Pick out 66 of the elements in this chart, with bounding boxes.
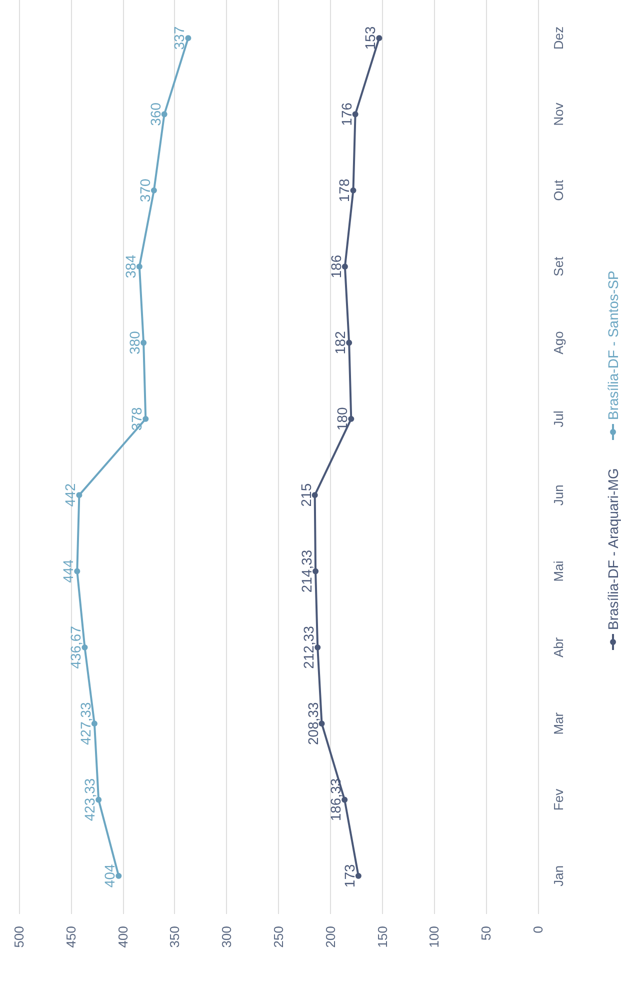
point (312, 492, 318, 498)
point (350, 187, 356, 194)
y-tick-label: Jul (551, 410, 566, 428)
y-tick-label: Set (551, 256, 566, 276)
data-label: 360 (147, 102, 164, 126)
data-label: 378 (128, 407, 145, 431)
point (142, 416, 149, 422)
x-tick-label: 0 (530, 926, 546, 934)
data-label: 380 (126, 330, 143, 354)
data-label: 173 (341, 864, 358, 888)
x-tick-label: 250 (271, 926, 286, 948)
data-label: 423,33 (82, 778, 98, 822)
data-label: 215 (298, 483, 314, 507)
point (76, 492, 82, 498)
y-tick-label: Ago (551, 331, 566, 354)
data-label: 153 (362, 26, 378, 50)
data-label: 178 (336, 178, 352, 202)
x-tick-label: 350 (167, 926, 182, 948)
text: Brasília-DF - Santos-SP (605, 270, 621, 420)
data-label: 214,33 (298, 550, 315, 593)
data-label: 370 (136, 178, 153, 202)
data-label: 182 (332, 330, 348, 354)
point (161, 111, 168, 118)
point (185, 35, 192, 42)
x-tick-label: 450 (63, 926, 78, 948)
point (74, 568, 80, 574)
x-tick-label: 400 (115, 926, 130, 948)
point (150, 187, 157, 194)
point (346, 340, 352, 346)
y-tick-label: Mar (551, 712, 566, 735)
point (140, 340, 147, 346)
x-tick-label: 300 (219, 926, 234, 948)
x-tick-label: 200 (322, 926, 338, 948)
y-tick-label: Dez (551, 26, 566, 50)
data-label: 186,33 (328, 778, 344, 822)
data-label: 180 (334, 407, 350, 431)
point (116, 872, 122, 879)
data-label: 186 (328, 254, 344, 278)
y-tick-label: Jan (551, 865, 566, 886)
point (352, 111, 358, 118)
y-tick-label: Mai (551, 560, 566, 582)
y-tick-label: Jun (551, 484, 566, 506)
data-label: 404 (102, 864, 118, 888)
x-tick-label: 50 (478, 926, 494, 940)
data-label: 212,33 (300, 626, 317, 669)
x-tick-label: 100 (426, 926, 442, 948)
y-tick-label: Out (551, 180, 566, 201)
y-tick-label: Nov (551, 102, 566, 126)
y-tick-label: Fev (551, 788, 566, 811)
point (348, 416, 354, 422)
data-label: 176 (338, 102, 354, 126)
point (355, 872, 362, 879)
data-label: 436,67 (68, 626, 84, 669)
point (376, 35, 382, 42)
data-label: 427,33 (77, 702, 94, 745)
x-tick-label: 150 (374, 926, 390, 948)
data-label: 208,33 (304, 702, 321, 745)
data-label: 442 (62, 483, 78, 507)
x-tick-label: 500 (12, 926, 26, 948)
point (342, 264, 348, 270)
data-label: 337 (171, 26, 188, 50)
data-label: 444 (60, 559, 76, 583)
y-tick-label: Abr (551, 636, 566, 658)
point (136, 264, 142, 270)
data-label: 384 (122, 254, 138, 278)
text: Brasília-DF - Araquari-MG (605, 468, 621, 630)
